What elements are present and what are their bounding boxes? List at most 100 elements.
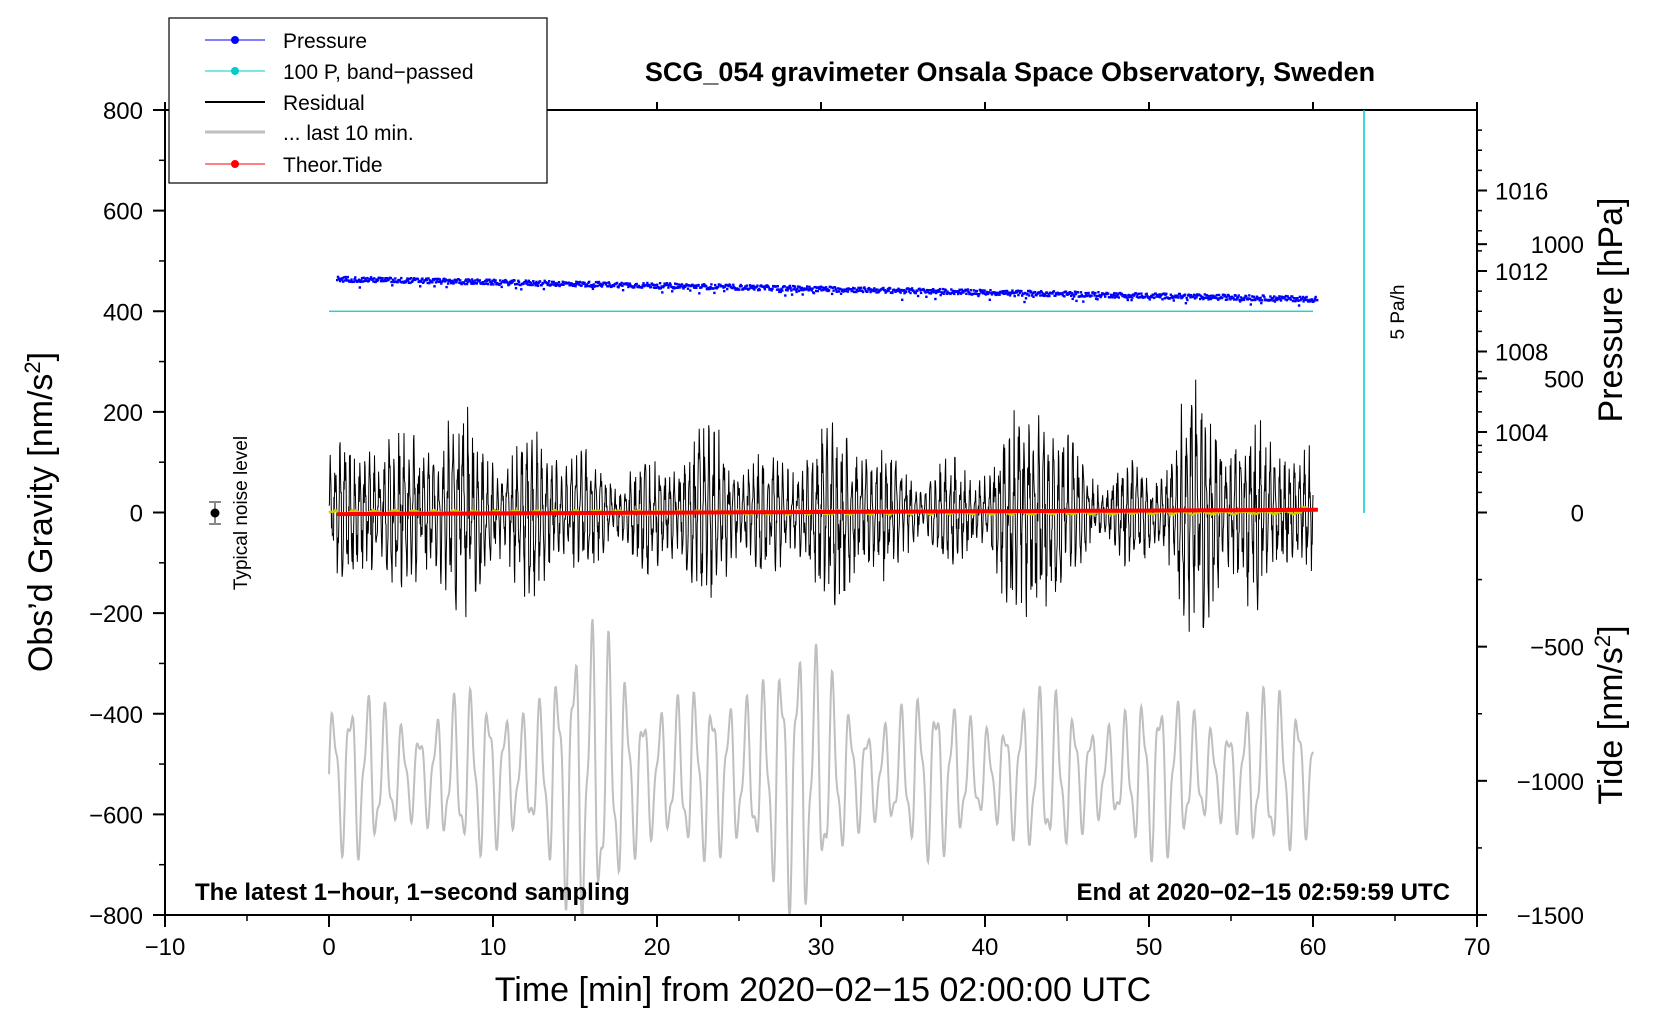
pressure-point [400, 276, 403, 280]
pressure-point [910, 287, 914, 290]
pressure-point [428, 279, 432, 282]
pressure-point [627, 285, 630, 289]
pressure-point [830, 292, 834, 296]
pressure-point [779, 290, 782, 294]
pressure-point [932, 288, 935, 291]
pressure-point [556, 282, 559, 285]
pressure-point [673, 287, 676, 290]
pressure-point [814, 285, 817, 289]
pressure-point [717, 285, 720, 289]
pressure-point [391, 284, 394, 287]
pressure-point [387, 278, 390, 282]
pressure-point [799, 287, 802, 290]
pressure-point [1206, 296, 1209, 299]
y-tick-label-left: 800 [103, 98, 143, 125]
pressure-point [674, 282, 677, 285]
pressure-point [839, 292, 843, 295]
pressure-point [952, 290, 955, 294]
legend-item-residual: Residual [205, 92, 365, 115]
pressure-point [1168, 297, 1172, 300]
pressure-point [981, 289, 984, 292]
pressure-point [1229, 298, 1232, 301]
pressure-point [1044, 294, 1047, 297]
pressure-point [471, 278, 474, 281]
x-tick-label: 20 [644, 934, 671, 961]
pressure-point [910, 288, 913, 291]
pressure-point [598, 283, 601, 287]
pressure-point [674, 286, 678, 289]
pressure-point [1111, 296, 1114, 299]
pressure-point [1262, 294, 1265, 297]
y-axis-label-tide-end: ] [1592, 625, 1630, 634]
pressure-point [732, 283, 735, 286]
pressure-point [934, 297, 937, 301]
pressure-point [366, 276, 369, 280]
pressure-point [1107, 292, 1110, 295]
pressure-point [406, 279, 410, 282]
pressure-point [354, 279, 358, 282]
pressure-point [527, 279, 530, 282]
pressure-point [431, 281, 434, 284]
pressure-point [619, 283, 623, 286]
pressure-point [508, 283, 511, 286]
pressure-point [903, 292, 906, 295]
pressure-point [1094, 297, 1098, 300]
pressure-point [1316, 298, 1319, 302]
pressure-point [486, 280, 489, 283]
pressure-point [753, 288, 756, 291]
pressure-point [1045, 291, 1049, 294]
pressure-point [1100, 294, 1103, 297]
pressure-point [671, 290, 674, 293]
pressure-point [443, 277, 446, 280]
annotation-left: The latest 1−hour, 1−second sampling [195, 879, 630, 906]
pressure-point [909, 291, 912, 295]
pressure-point [1242, 298, 1246, 302]
pressure-point [670, 285, 673, 288]
pressure-point [1237, 294, 1240, 297]
pressure-point [350, 278, 353, 281]
pressure-point [1146, 294, 1149, 298]
y-axis-label-left-end: ] [22, 352, 60, 361]
pressure-point [524, 279, 527, 282]
pressure-point [576, 282, 580, 286]
pressure-point [1016, 289, 1019, 292]
pressure-point [1272, 299, 1275, 302]
pressure-point [529, 281, 533, 284]
pressure-point [1186, 298, 1189, 302]
pressure-point [605, 282, 608, 285]
pressure-point [594, 284, 597, 288]
pressure-point [900, 288, 903, 292]
pressure-point [433, 285, 436, 288]
pressure-point [1020, 290, 1023, 293]
pressure-tick-label: 1016 [1495, 179, 1548, 206]
pressure-point [628, 284, 631, 287]
pressure-point [1125, 296, 1129, 299]
pressure-point [1116, 293, 1120, 296]
legend-label-bandpassed: 100 P, band−passed [283, 61, 474, 84]
pressure-point [596, 284, 599, 288]
pressure-point [896, 289, 899, 293]
pressure-point [811, 287, 814, 290]
pressure-point [904, 290, 908, 294]
pressure-point [483, 279, 487, 283]
x-tick-label: 60 [1300, 934, 1327, 961]
pressure-point [1179, 294, 1182, 298]
scale-bar-label: 5 Pa/h [1388, 285, 1409, 340]
pressure-point [352, 280, 355, 283]
pressure-point [1131, 296, 1134, 299]
pressure-point [1042, 292, 1045, 295]
pressure-point [531, 283, 534, 287]
pressure-point [443, 280, 447, 283]
y-tick-label-left: −800 [89, 903, 143, 930]
pressure-point [1070, 292, 1074, 295]
pressure-point [990, 293, 994, 296]
pressure-point [1067, 292, 1071, 296]
pressure-point [359, 280, 362, 283]
pressure-point [471, 280, 475, 283]
pressure-point [787, 286, 791, 289]
pressure-point [601, 283, 604, 286]
pressure-point [933, 289, 936, 292]
pressure-point [884, 291, 887, 294]
pressure-point [989, 289, 992, 292]
pressure-point [682, 287, 685, 290]
